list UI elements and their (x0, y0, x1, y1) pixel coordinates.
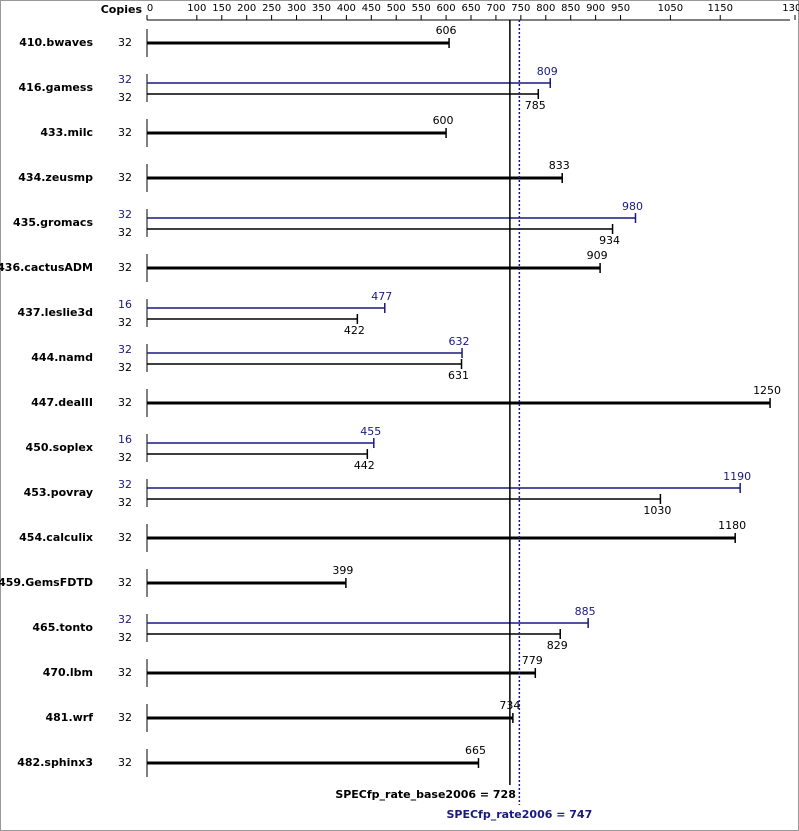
copies: 32 (118, 171, 132, 184)
copies: 16 (118, 433, 132, 446)
benchmark-name: 447.dealII (31, 396, 93, 409)
benchmark-name: 437.leslie3d (18, 306, 93, 319)
benchmark-name: 481.wrf (45, 711, 93, 724)
copies: 32 (118, 576, 132, 589)
copies: 32 (118, 451, 132, 464)
copies: 32 (118, 126, 132, 139)
benchmark-name: 435.gromacs (13, 216, 93, 229)
copies: 32 (118, 531, 132, 544)
value-label: 477 (371, 290, 392, 303)
copies-header: Copies (101, 3, 143, 16)
benchmark-name: 465.tonto (32, 621, 93, 634)
x-tick-label: 750 (511, 3, 530, 14)
x-tick-label: 100 (187, 3, 206, 14)
benchmark-name: 453.povray (24, 486, 93, 499)
copies: 32 (118, 73, 132, 86)
value-label: 455 (360, 425, 381, 438)
value-label: 809 (537, 65, 558, 78)
x-tick-label: 950 (611, 3, 630, 14)
x-tick-label: 1300 (782, 3, 799, 14)
benchmark-name: 434.zeusmp (18, 171, 93, 184)
copies: 16 (118, 298, 132, 311)
copies: 32 (118, 208, 132, 221)
copies: 32 (118, 91, 132, 104)
benchmark-name: 470.lbm (43, 666, 93, 679)
benchmark-name: 410.bwaves (19, 36, 93, 49)
x-tick-label: 300 (287, 3, 306, 14)
x-tick-label: 800 (536, 3, 555, 14)
x-tick-label: 200 (237, 3, 256, 14)
copies: 32 (118, 316, 132, 329)
value-label: 829 (547, 639, 568, 652)
x-tick-label: 1050 (658, 3, 683, 14)
copies: 32 (118, 478, 132, 491)
value-label: 779 (522, 654, 543, 667)
benchmark-name: 416.gamess (19, 81, 94, 94)
value-label: 665 (465, 744, 486, 757)
value-label: 1030 (643, 504, 671, 517)
value-label: 909 (587, 249, 608, 262)
value-label: 980 (622, 200, 643, 213)
value-label: 442 (354, 459, 375, 472)
x-tick-label: 1150 (708, 3, 733, 14)
value-label: 631 (448, 369, 469, 382)
value-label: 785 (525, 99, 546, 112)
value-label: 885 (575, 605, 596, 618)
value-label: 1250 (753, 384, 781, 397)
copies: 32 (118, 361, 132, 374)
copies: 32 (118, 711, 132, 724)
value-label: 1190 (723, 470, 751, 483)
benchmark-name: 436.cactusADM (0, 261, 93, 274)
x-tick-label: 650 (461, 3, 480, 14)
benchmark-name: 444.namd (31, 351, 93, 364)
copies: 32 (118, 666, 132, 679)
x-tick-label: 850 (561, 3, 580, 14)
x-tick-label: 550 (412, 3, 431, 14)
x-tick-label: 600 (437, 3, 456, 14)
value-label: 934 (599, 234, 620, 247)
copies: 32 (118, 613, 132, 626)
copies: 32 (118, 756, 132, 769)
benchmark-name: 433.milc (40, 126, 93, 139)
copies: 32 (118, 631, 132, 644)
copies: 32 (118, 261, 132, 274)
reference-label: SPECfp_rate_base2006 = 728 (335, 788, 516, 801)
value-label: 606 (436, 24, 457, 37)
x-tick-label: 350 (312, 3, 331, 14)
x-tick-label: 900 (586, 3, 605, 14)
copies: 32 (118, 226, 132, 239)
copies: 32 (118, 343, 132, 356)
value-label: 600 (433, 114, 454, 127)
x-tick-label: 500 (387, 3, 406, 14)
value-label: 833 (549, 159, 570, 172)
benchmark-name: 459.GemsFDTD (0, 576, 93, 589)
reference-label: SPECfp_rate2006 = 747 (446, 808, 592, 821)
value-label: 1180 (718, 519, 746, 532)
copies: 32 (118, 36, 132, 49)
copies: 32 (118, 396, 132, 409)
benchmark-name: 454.calculix (19, 531, 93, 544)
x-tick-label: 150 (212, 3, 231, 14)
x-tick-label: 250 (262, 3, 281, 14)
x-tick-label: 450 (362, 3, 381, 14)
value-label: 399 (332, 564, 353, 577)
x-tick-label: 400 (337, 3, 356, 14)
benchmark-name: 482.sphinx3 (17, 756, 93, 769)
copies: 32 (118, 496, 132, 509)
benchmark-name: 450.soplex (26, 441, 93, 454)
x-tick-label: 0 (147, 3, 153, 14)
value-label: 422 (344, 324, 365, 337)
x-tick-label: 700 (486, 3, 505, 14)
value-label: 632 (449, 335, 470, 348)
